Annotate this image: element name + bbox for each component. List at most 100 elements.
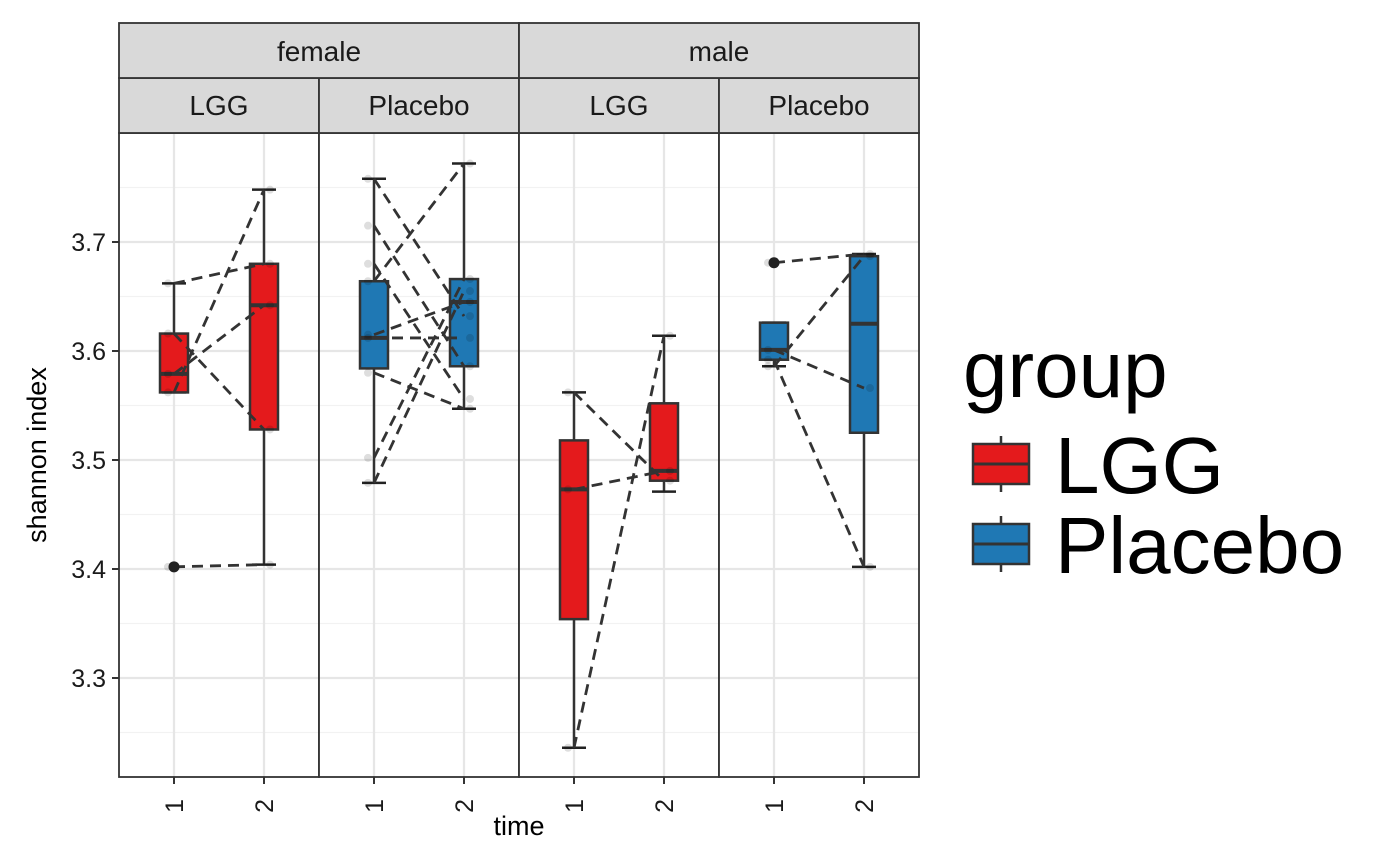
x-tick-label: 1 [561,799,589,813]
x-axis-title: time [493,811,544,841]
jitter-point [364,330,372,339]
jitter-point [666,466,674,475]
jitter-point [466,333,474,342]
jitter-point [564,743,572,752]
facet-strip [718,77,920,134]
box-body [248,262,280,431]
legend-label: Placebo [1055,501,1344,590]
facet-strip-top-label: male [689,36,750,67]
jitter-point [164,279,172,288]
pair-line [173,304,265,376]
jitter-point [466,287,474,296]
jitter-point [764,355,772,364]
jitter-point [866,249,874,258]
x-tick-label: 2 [451,799,479,813]
facet-strip [518,77,720,134]
box-body [648,402,680,482]
jitter-point [466,404,474,413]
jitter-point [266,560,274,569]
pair-line [373,371,465,411]
jitter-point [466,362,474,371]
x-tick-label: 2 [851,799,879,813]
legend-title: group [963,325,1168,414]
facet-strip-top [118,22,520,79]
x-tick-label: 1 [361,799,389,813]
axes: time shannon index 3.3 3.4 3.5 3.6 3.7 [22,229,545,841]
jitter-point [364,221,372,230]
jitter-point [466,275,474,284]
pair-line [773,252,865,265]
jitter-point [364,277,372,286]
jitter-point [364,333,372,342]
y-axis-title: shannon index [22,367,52,543]
jitter-point [164,388,172,397]
pair-line [573,391,665,482]
jitter-point [266,259,274,268]
facet-strip-top [518,22,920,79]
jitter-point [266,425,274,434]
pair-line [372,162,466,283]
jitter-point [364,478,372,487]
y-tick-label: 3.4 [71,556,106,584]
box-time-2 [848,252,880,569]
facet-strip-top-label: female [277,36,361,67]
jitter-point [266,185,274,194]
pair-line [372,224,466,368]
pair-line [173,563,265,569]
jitter-point [666,331,674,340]
facet-strip-label: Placebo [768,90,869,121]
jitter-point [764,362,772,371]
box-body [558,439,590,621]
jitter-point [364,453,372,462]
x-tick-label: 1 [161,799,189,813]
pair-line [372,263,466,400]
x-tick-label: 2 [651,799,679,813]
legend-item-lgg: LGG [971,421,1224,510]
box-time-2 [248,188,280,566]
jitter-point [866,562,874,571]
facet-strip [318,77,520,134]
outlier-point [168,561,180,573]
jitter-point [564,388,572,397]
pair-line [173,262,265,285]
x-tick-label: 1 [761,799,789,813]
pair-line [772,359,866,568]
legend-label: LGG [1055,421,1224,510]
box-body [358,279,390,370]
pair-line [772,255,866,368]
legend-item-placebo: Placebo [971,501,1344,590]
pair-line [773,348,865,390]
pair-line [172,332,266,431]
panel-background [719,133,919,777]
panel-background [519,133,719,777]
y-tick-label: 3.5 [71,447,106,475]
pair-line [573,469,665,491]
y-tick-label: 3.7 [71,229,106,257]
jitter-point [466,312,474,321]
facet-strip-label: LGG [589,90,648,121]
facet-strip-label: LGG [189,90,248,121]
jitter-point [364,368,372,377]
jitter-point [564,485,572,494]
panel-background [319,133,519,777]
jitter-point [364,174,372,183]
jitter-point [866,252,874,261]
box-body [848,254,880,435]
jitter-point [666,476,674,485]
x-tick-label: 2 [251,799,279,813]
jitter-point [866,384,874,393]
facet-strip-label: Placebo [368,90,469,121]
y-tick-label: 3.3 [71,665,106,693]
jitter-point [164,329,172,338]
y-tick-label: 3.6 [71,338,106,366]
pair-line [572,335,666,749]
box-time-2 [648,334,680,493]
jitter-point [466,159,474,168]
box-body [158,332,190,394]
